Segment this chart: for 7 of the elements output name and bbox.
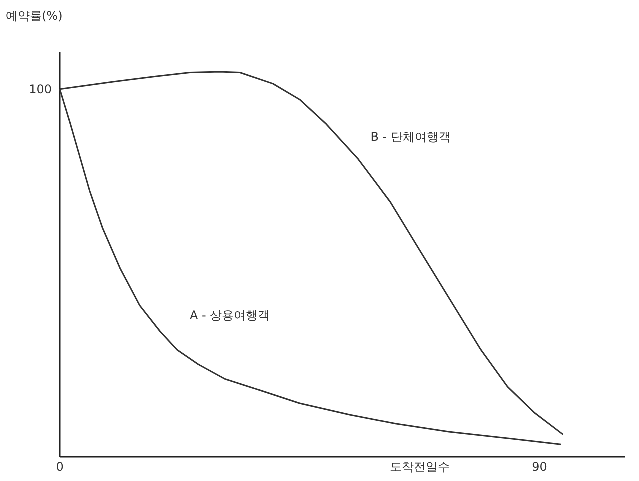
x-tick-label: 0: [56, 460, 64, 474]
annotation: 100: [29, 82, 52, 96]
x-tick-label: 90: [532, 460, 548, 474]
series-label: B - 단체여행객: [370, 130, 451, 144]
y-axis-title: 예약률(%): [6, 9, 63, 23]
x-axis-title: 도착전일수: [390, 460, 450, 474]
text: A - 상용여행객: [190, 308, 270, 322]
